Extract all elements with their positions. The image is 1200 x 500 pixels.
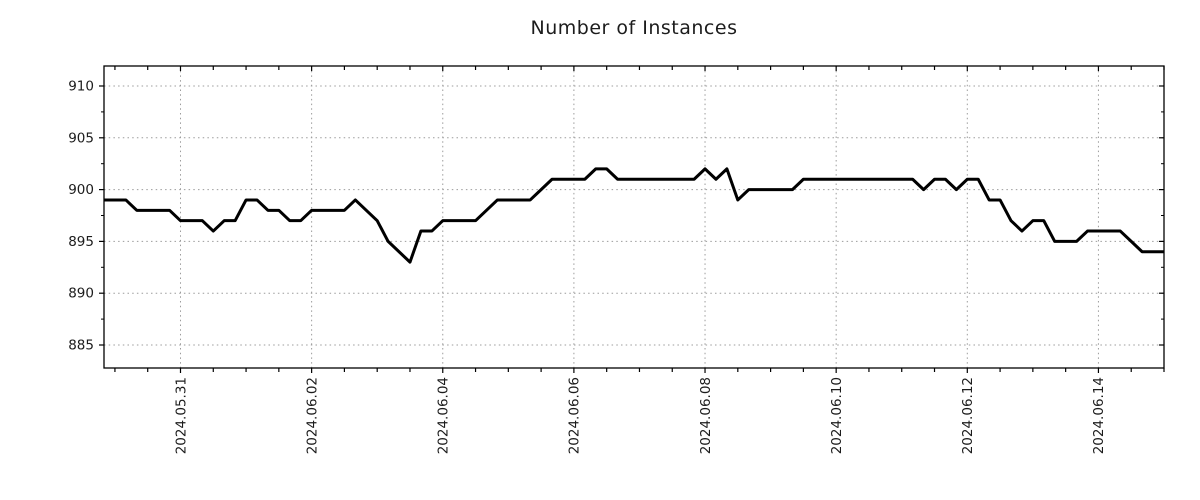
plot-border: [103, 65, 1165, 369]
y-axis-label: 895: [68, 234, 94, 250]
chart-title: Number of Instances: [530, 17, 738, 39]
y-axis-label: 900: [68, 182, 94, 198]
x-axis-label: 2024.06.06: [567, 377, 583, 454]
x-axis-label: 2024.06.10: [829, 377, 845, 454]
x-axis-label: 2024.06.08: [698, 377, 714, 454]
data-series-line: [104, 167, 1164, 264]
x-axis-label: 2024.05.31: [173, 377, 189, 454]
y-axis-label: 905: [68, 130, 94, 146]
x-axis-label: 2024.06.02: [304, 377, 320, 454]
y-axis-label: 890: [68, 286, 94, 302]
x-axis-label: 2024.06.12: [960, 377, 976, 454]
y-axis-label: 885: [68, 338, 94, 354]
x-axis-label: 2024.06.04: [436, 377, 452, 454]
y-axis-label: 910: [68, 78, 94, 94]
x-axis-label: 2024.06.14: [1091, 377, 1107, 454]
